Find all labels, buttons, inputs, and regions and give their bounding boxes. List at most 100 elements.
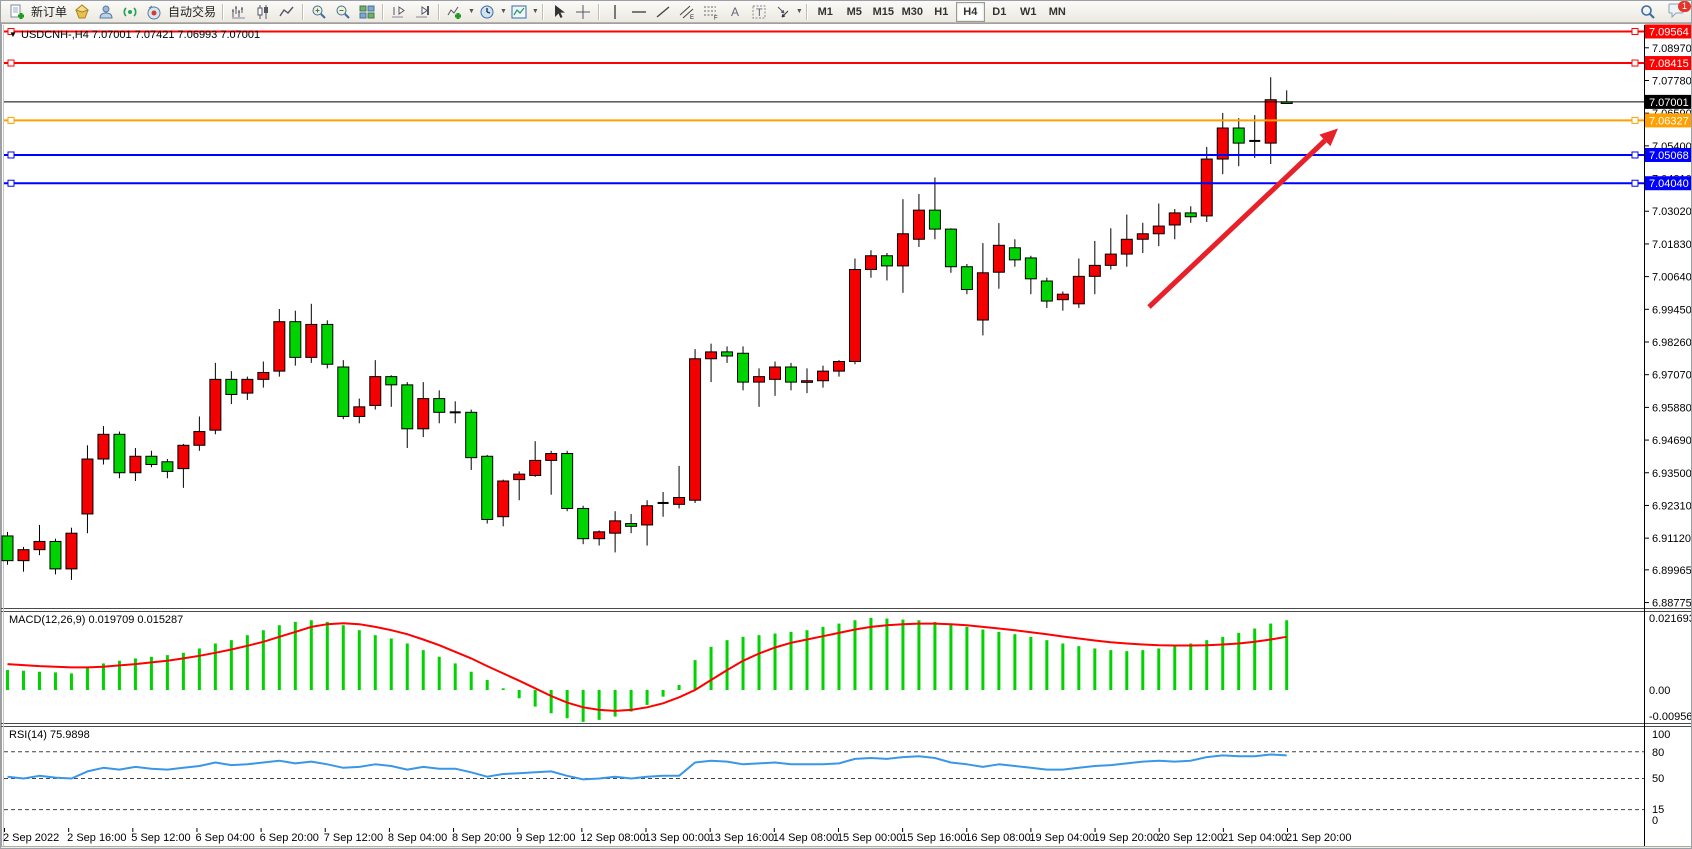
metaeditor-icon[interactable] — [70, 2, 94, 22]
chart-type-group — [227, 1, 299, 23]
bar-chart-button[interactable] — [227, 2, 251, 22]
candle-body — [769, 366, 782, 380]
rsi-indicator-label: RSI(14) 75.9898 — [9, 729, 90, 741]
trend-arrow-head — [1319, 128, 1338, 147]
macd-histogram-bar — [693, 660, 697, 690]
macd-histogram-bar — [709, 646, 713, 690]
candle-body — [593, 531, 606, 540]
horizontal-line-button[interactable] — [627, 2, 651, 22]
candle-body — [1104, 253, 1117, 266]
candle-body — [864, 255, 877, 270]
macd-histogram-bar — [677, 685, 681, 690]
macd-histogram-bar — [485, 680, 489, 690]
search-icon[interactable] — [1636, 2, 1660, 22]
price-tick-label: 6.94690 — [1652, 435, 1692, 447]
timeframe-h4-button[interactable]: H4 — [955, 1, 985, 22]
zoom-in-button[interactable] — [307, 2, 331, 22]
candle-body — [417, 398, 430, 430]
time-axis-label: 19 Sep 20:00 — [1094, 832, 1159, 844]
tile-windows-button[interactable] — [355, 2, 379, 22]
macd-signal-line — [7, 622, 1287, 712]
macd-histogram-bar — [965, 626, 969, 690]
candle-body — [753, 376, 766, 383]
macd-histogram-bar — [837, 623, 841, 690]
vertical-line-button[interactable] — [603, 2, 627, 22]
toolbar-separator — [382, 3, 385, 20]
price-chart[interactable]: 7.089707.077807.065907.054007.042107.030… — [1, 23, 1692, 849]
macd-histogram-bar — [1157, 648, 1161, 690]
candle-body — [721, 351, 734, 357]
main-toolbar: 新订单 自动交易 — [1, 1, 1691, 23]
macd-histogram-bar — [1109, 650, 1113, 690]
candle-body — [1152, 225, 1165, 235]
autotrading-label[interactable]: 自动交易 — [168, 5, 217, 19]
text-label-button[interactable]: T — [747, 2, 771, 22]
new-order-button[interactable] — [5, 2, 29, 22]
macd-histogram-bar — [117, 660, 121, 690]
macd-histogram-bar — [1013, 634, 1017, 690]
templates-caret-icon[interactable]: ▼ — [531, 8, 539, 15]
time-axis-label: 9 Sep 12:00 — [516, 832, 575, 844]
timeframe-d1-button[interactable]: D1 — [992, 5, 1007, 18]
candle-body — [816, 370, 829, 382]
macd-histogram-bar — [37, 671, 41, 690]
trend-arrow-line — [1147, 138, 1327, 309]
timeframe-m30-button[interactable]: M30 — [901, 5, 923, 18]
periods-clock-button[interactable] — [475, 2, 499, 22]
toolbar-separator — [805, 3, 808, 20]
templates-button[interactable] — [507, 2, 531, 22]
candlestick-chart-button[interactable] — [251, 2, 275, 22]
autotrading-icon[interactable] — [142, 2, 166, 22]
signals-icon[interactable] — [118, 2, 142, 22]
macd-histogram-bar — [469, 671, 473, 690]
candle-body — [65, 532, 78, 570]
toolbar-separator — [597, 3, 600, 20]
macd-histogram-bar — [261, 630, 265, 690]
fibonacci-button[interactable]: F — [699, 2, 723, 22]
macd-histogram-bar — [565, 690, 569, 719]
candle-body — [737, 352, 750, 383]
candle-body — [257, 371, 270, 380]
macd-histogram-bar — [1173, 646, 1177, 690]
shapes-arrows-button[interactable] — [771, 2, 795, 22]
line-endpoint-marker — [7, 59, 15, 67]
candle-body — [673, 496, 686, 505]
time-axis-label: 13 Sep 00:00 — [645, 832, 710, 844]
line-endpoint-marker — [7, 116, 15, 124]
candle-body — [193, 431, 206, 446]
price-line-tag — [1645, 24, 1691, 39]
profile-icon[interactable] — [94, 2, 118, 22]
macd-histogram-bar — [581, 690, 585, 722]
timeframe-m15-button[interactable]: M15 — [872, 5, 894, 18]
equidistant-channel-button[interactable]: E — [675, 2, 699, 22]
line-chart-button[interactable] — [275, 2, 299, 22]
notifications-button[interactable]: 1 — [1668, 1, 1691, 23]
macd-histogram-bar — [549, 690, 553, 714]
indicators-caret-icon[interactable]: ▼ — [468, 8, 475, 15]
macd-histogram-bar — [85, 667, 89, 690]
trendline-button[interactable] — [651, 2, 675, 22]
macd-histogram-bar — [1253, 628, 1257, 690]
timeframe-m1-button[interactable]: M1 — [817, 5, 833, 18]
periods-caret-icon[interactable]: ▼ — [499, 8, 507, 15]
cursor-button[interactable] — [547, 2, 571, 22]
indicators-button[interactable] — [443, 2, 467, 22]
new-order-label[interactable]: 新订单 — [31, 5, 68, 19]
zoom-out-button[interactable] — [331, 2, 355, 22]
price-tick-label: 6.95880 — [1652, 402, 1692, 414]
chart-shift-button[interactable] — [411, 2, 435, 22]
shapes-caret-icon[interactable]: ▼ — [795, 8, 803, 15]
crosshair-button[interactable] — [571, 2, 595, 22]
macd-histogram-bar — [245, 635, 249, 690]
timeframe-h1-button[interactable]: H1 — [934, 5, 949, 18]
candle-body — [1008, 247, 1021, 261]
auto-scroll-button[interactable] — [387, 2, 411, 22]
line-endpoint-marker — [7, 179, 15, 187]
price-line-tag-label: 7.06327 — [1649, 115, 1689, 127]
timeframe-w1-button[interactable]: W1 — [1020, 5, 1037, 18]
macd-histogram-bar — [341, 625, 345, 690]
timeframe-mn-button[interactable]: MN — [1048, 5, 1066, 18]
candle-body — [1, 535, 14, 562]
timeframe-m5-button[interactable]: M5 — [846, 5, 862, 18]
text-button[interactable]: A — [723, 2, 747, 22]
